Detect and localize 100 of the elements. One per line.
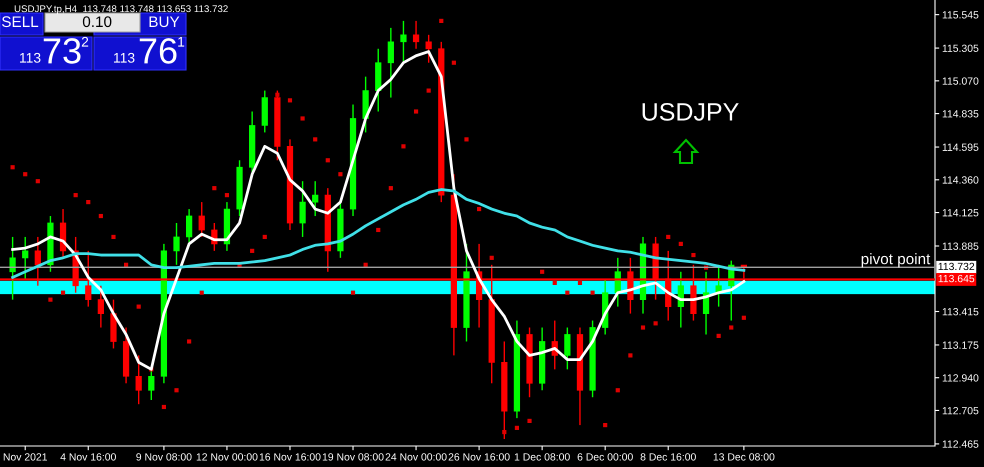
y-tick-label: 115.070 xyxy=(942,77,978,85)
point xyxy=(36,179,40,184)
candlestick xyxy=(412,20,420,50)
point xyxy=(376,228,380,232)
x-tick-label: 26 Nov 16:00 xyxy=(448,453,510,461)
x-tick-label: 8 Dec 16:00 xyxy=(640,453,696,461)
x-tick-label: 13 Dec 08:00 xyxy=(714,453,774,461)
y-tick-label: 115.545 xyxy=(942,11,978,19)
y-tick-label: 112.940 xyxy=(942,374,978,382)
point xyxy=(338,172,342,176)
point xyxy=(212,186,216,190)
point xyxy=(224,193,230,198)
point xyxy=(200,290,204,295)
point xyxy=(388,186,393,190)
point xyxy=(502,430,506,434)
point xyxy=(23,172,28,176)
point xyxy=(326,158,330,162)
y-tick-label: 113.175 xyxy=(942,341,978,349)
point xyxy=(350,290,356,295)
point xyxy=(162,404,166,410)
point xyxy=(288,98,292,102)
point xyxy=(300,116,305,121)
x-tick-label: 16 Nov 16:00 xyxy=(260,453,321,461)
candlestick xyxy=(173,222,180,266)
x-tick-label: 24 Nov 00:00 xyxy=(386,453,447,461)
point xyxy=(666,234,670,240)
point xyxy=(742,316,746,320)
y-tick-label: 114.360 xyxy=(942,176,978,184)
y-tick-label: 113.885 xyxy=(942,242,978,250)
candlestick xyxy=(426,34,432,64)
annotation: 73 xyxy=(44,38,80,64)
annotation: pivot point xyxy=(862,253,930,268)
point xyxy=(464,137,469,142)
y-tick-label: 114.125 xyxy=(942,209,978,216)
point xyxy=(250,248,254,253)
x-tick-label: 6 Dec 00:00 xyxy=(578,453,633,461)
point xyxy=(527,418,532,423)
x-tick-label: 19 Nov 08:00 xyxy=(322,453,384,461)
point xyxy=(628,353,632,358)
point xyxy=(716,334,721,338)
point xyxy=(439,18,444,23)
point xyxy=(275,92,280,97)
annotation: 0.10 xyxy=(82,16,112,28)
candlestick xyxy=(299,180,306,238)
candlestick xyxy=(400,20,407,64)
annotation: 113 xyxy=(114,52,134,63)
point xyxy=(262,234,267,240)
point xyxy=(590,290,595,295)
point xyxy=(514,426,520,430)
x-tick-label: 12 Nov 00:00 xyxy=(196,453,258,461)
point xyxy=(691,252,696,258)
annotation: USDJPY xyxy=(642,103,739,121)
annotation: 1 xyxy=(178,37,184,47)
y-tick-label: 112.705 xyxy=(942,406,978,414)
point xyxy=(540,270,544,274)
point xyxy=(729,325,734,330)
y-tick-label: 112.465 xyxy=(942,440,978,448)
annotation: 76 xyxy=(140,38,176,64)
candlestick xyxy=(98,285,104,328)
ref-line-label: 113.732 xyxy=(938,262,974,270)
point xyxy=(136,304,141,309)
point xyxy=(401,144,406,148)
y-tick-label: 114.835 xyxy=(942,110,978,118)
point xyxy=(313,137,318,142)
annotation: 113 xyxy=(20,52,40,63)
point xyxy=(490,256,494,260)
point xyxy=(111,234,116,240)
point xyxy=(603,423,608,428)
point xyxy=(74,193,78,198)
point xyxy=(98,214,103,218)
point xyxy=(654,321,658,326)
point xyxy=(426,88,431,93)
candlestick xyxy=(388,27,394,98)
point xyxy=(616,388,620,392)
point xyxy=(640,325,646,330)
x-tick-label: 1 Dec 08:00 xyxy=(514,453,570,461)
point xyxy=(174,388,179,392)
candlestick xyxy=(186,208,192,245)
candlestick xyxy=(564,326,570,370)
candlestick xyxy=(148,368,154,401)
x-tick-label: Nov 2021 xyxy=(4,453,48,461)
x-tick-label: 9 Nov 08:00 xyxy=(136,453,192,461)
point xyxy=(10,165,15,170)
point xyxy=(414,109,418,114)
candlestick xyxy=(198,201,205,238)
y-tick-label: 115.305 xyxy=(942,44,978,52)
point xyxy=(565,290,570,295)
chart-title: USDJPY.tp,H4 113.748 113.748 113.653 113.732 xyxy=(14,5,228,14)
point xyxy=(477,206,482,212)
candlestick xyxy=(312,180,318,217)
ref-line-label: 113.645 xyxy=(938,274,974,282)
y-tick-label: 113.415 xyxy=(942,308,978,316)
candlestick xyxy=(136,354,142,405)
x-tick-label: 4 Nov 16:00 xyxy=(60,453,116,461)
y-tick-label: 114.595 xyxy=(942,144,978,151)
point xyxy=(60,290,66,295)
point xyxy=(187,339,192,344)
candlestick xyxy=(22,236,28,280)
point xyxy=(678,242,683,246)
point xyxy=(578,280,582,286)
